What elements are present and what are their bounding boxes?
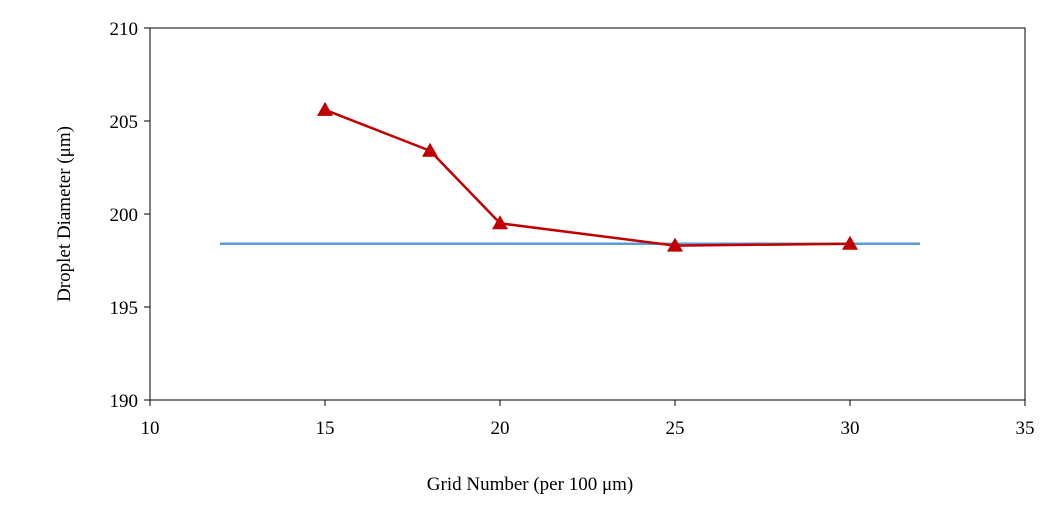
x-tick-label: 25 [666, 418, 685, 439]
y-tick-label: 205 [110, 112, 139, 133]
series-group [317, 101, 858, 252]
x-tick-label: 15 [316, 418, 335, 439]
x-tick-label: 20 [491, 418, 510, 439]
x-tick-label: 30 [841, 418, 860, 439]
data-point-triangle [492, 215, 508, 230]
x-tick-label: 35 [1016, 418, 1035, 439]
x-axis-title: Grid Number (per 100 μm) [427, 474, 633, 495]
x-tick-label: 10 [141, 418, 160, 439]
y-tick-label: 200 [110, 205, 139, 226]
y-axis: 190 195 200 205 210 [110, 19, 150, 412]
x-axis: 10 15 20 25 30 35 [141, 400, 1035, 439]
y-tick-label: 210 [110, 19, 139, 40]
y-tick-label: 195 [110, 298, 139, 319]
data-point-triangle [667, 237, 683, 252]
data-point-triangle [317, 101, 333, 116]
plot-frame [149, 27, 1026, 401]
y-axis-title: Droplet Diameter (μm) [54, 126, 75, 302]
series-line [324, 108, 851, 247]
y-tick-label: 190 [110, 391, 139, 412]
data-point-triangle [842, 235, 858, 250]
data-point-triangle [422, 142, 438, 157]
